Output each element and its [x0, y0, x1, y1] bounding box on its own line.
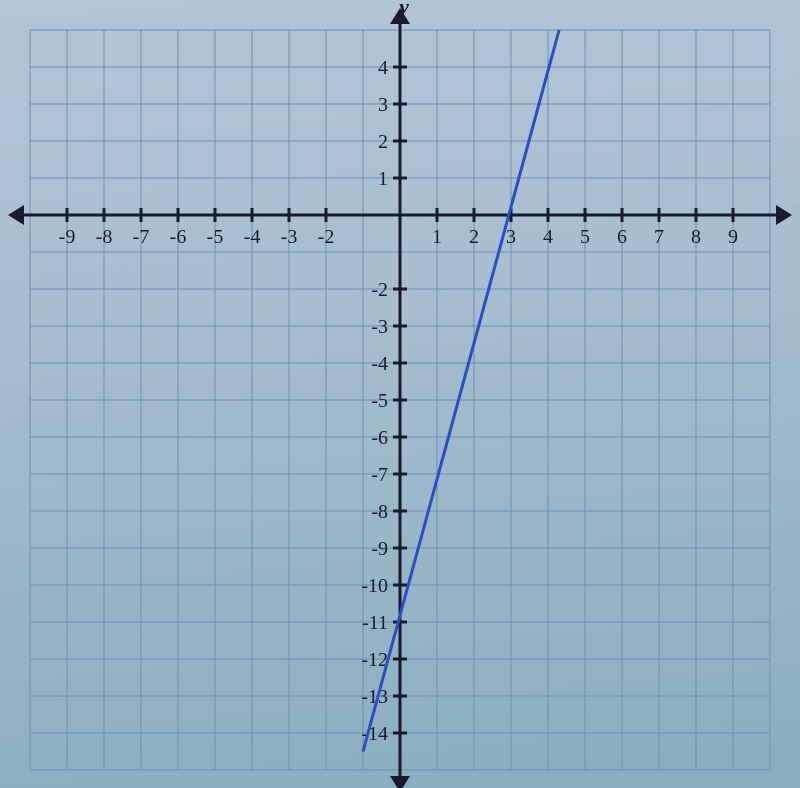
x-tick-label: -9: [59, 226, 76, 248]
x-tick-label: 1: [432, 226, 442, 248]
x-tick-label: 2: [469, 226, 479, 248]
axis-arrow-down: [390, 776, 410, 788]
x-tick-label: -7: [133, 226, 150, 248]
x-tick-label: -2: [318, 226, 335, 248]
x-tick-label: 8: [691, 226, 701, 248]
y-tick-label: -5: [371, 390, 388, 412]
x-tick-label: 6: [617, 226, 627, 248]
y-tick-label: -2: [371, 279, 388, 301]
graph-svg: -9-8-7-6-5-4-3-2123456789-14-13-12-11-10…: [0, 0, 800, 788]
y-tick-label: -9: [371, 538, 388, 560]
plot-line: [363, 30, 559, 752]
coordinate-graph: -9-8-7-6-5-4-3-2123456789-14-13-12-11-10…: [0, 0, 800, 788]
x-tick-label: 3: [506, 226, 516, 248]
axis-arrow-right: [776, 205, 792, 225]
y-tick-label: 1: [378, 168, 388, 190]
x-tick-label: 7: [654, 226, 664, 248]
x-tick-label: -3: [281, 226, 298, 248]
x-tick-label: -5: [207, 226, 224, 248]
y-tick-label: -3: [371, 316, 388, 338]
x-tick-label: -4: [244, 226, 261, 248]
x-tick-label: -6: [170, 226, 187, 248]
y-tick-label: -8: [371, 501, 388, 523]
y-tick-label: 3: [378, 94, 388, 116]
axis-arrow-left: [8, 205, 24, 225]
y-tick-label: -4: [371, 353, 388, 375]
y-tick-label: -11: [362, 612, 388, 634]
x-tick-label: 9: [728, 226, 738, 248]
y-tick-label: -7: [371, 464, 388, 486]
y-tick-label: -12: [361, 649, 388, 671]
y-tick-label: 4: [378, 57, 388, 79]
y-tick-label: -6: [371, 427, 388, 449]
y-tick-label: -10: [361, 575, 388, 597]
x-tick-label: -8: [96, 226, 113, 248]
y-tick-label: 2: [378, 131, 388, 153]
x-tick-label: 4: [543, 226, 553, 248]
x-tick-label: 5: [580, 226, 590, 248]
